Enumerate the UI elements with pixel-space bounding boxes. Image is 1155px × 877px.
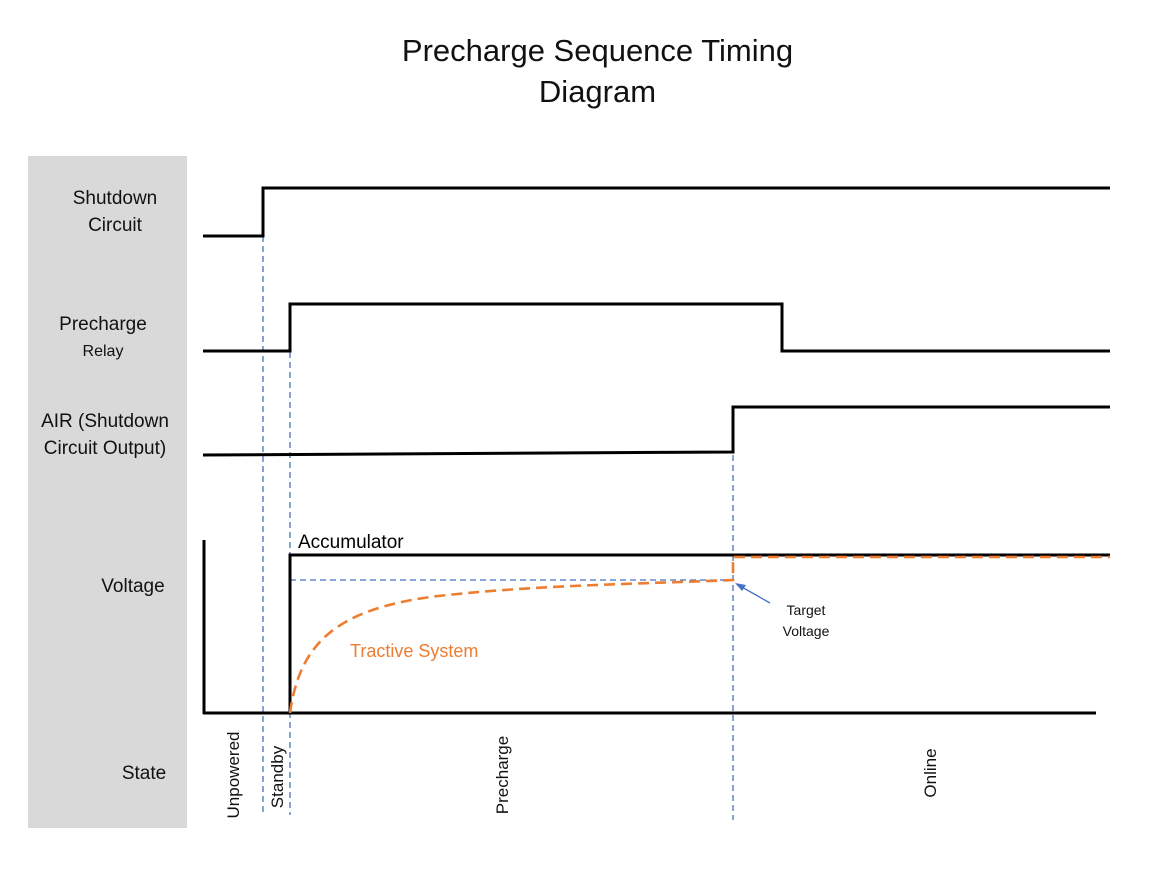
state-label-precharge: Precharge <box>493 736 512 814</box>
accumulator-label: Accumulator <box>298 532 404 553</box>
row-label-line: Circuit <box>88 215 142 236</box>
row-label-line: Voltage <box>101 576 165 597</box>
row-label-voltage: Voltage <box>52 573 214 600</box>
row-label-line: Relay <box>82 343 124 360</box>
tractive-system-curve <box>288 555 1110 714</box>
row-label-precharge-relay: Precharge Relay <box>22 311 184 365</box>
state-label-unpowered: Unpowered <box>224 732 243 819</box>
air-signal <box>202 405 1110 457</box>
row-label-shutdown-circuit: Shutdown Circuit <box>34 185 196 239</box>
precharge-relay-signal <box>203 302 1110 353</box>
row-label-line: Shutdown <box>72 188 158 209</box>
title-line-1: Precharge Sequence Timing <box>401 33 794 68</box>
row-label-line: AIR (Shutdown <box>41 411 169 432</box>
target-voltage-label-line-1: Target <box>787 602 826 618</box>
title-line-2: Diagram <box>538 74 657 109</box>
diagram-title: Precharge Sequence Timing Diagram <box>0 30 1155 112</box>
row-label-panel <box>28 156 187 828</box>
state-labels: Unpowered Standby Precharge Online <box>224 732 940 819</box>
row-label-air: AIR (Shutdown Circuit Output) <box>24 408 186 462</box>
transition-markers <box>262 236 734 820</box>
row-label-state: State <box>63 760 225 787</box>
target-voltage-label-line-2: Voltage <box>783 623 830 639</box>
state-label-standby: Standby <box>268 745 287 808</box>
target-voltage-arrow <box>739 585 771 604</box>
row-label-line: State <box>121 763 167 784</box>
accumulator-voltage-line <box>288 553 1110 713</box>
row-label-line: Circuit Output) <box>43 438 167 459</box>
tractive-system-label: Tractive System <box>350 641 478 661</box>
row-label-line: Precharge <box>59 314 147 335</box>
target-voltage-arrowhead <box>735 583 746 591</box>
state-label-online: Online <box>921 748 940 797</box>
shutdown-circuit-signal <box>203 186 1110 238</box>
